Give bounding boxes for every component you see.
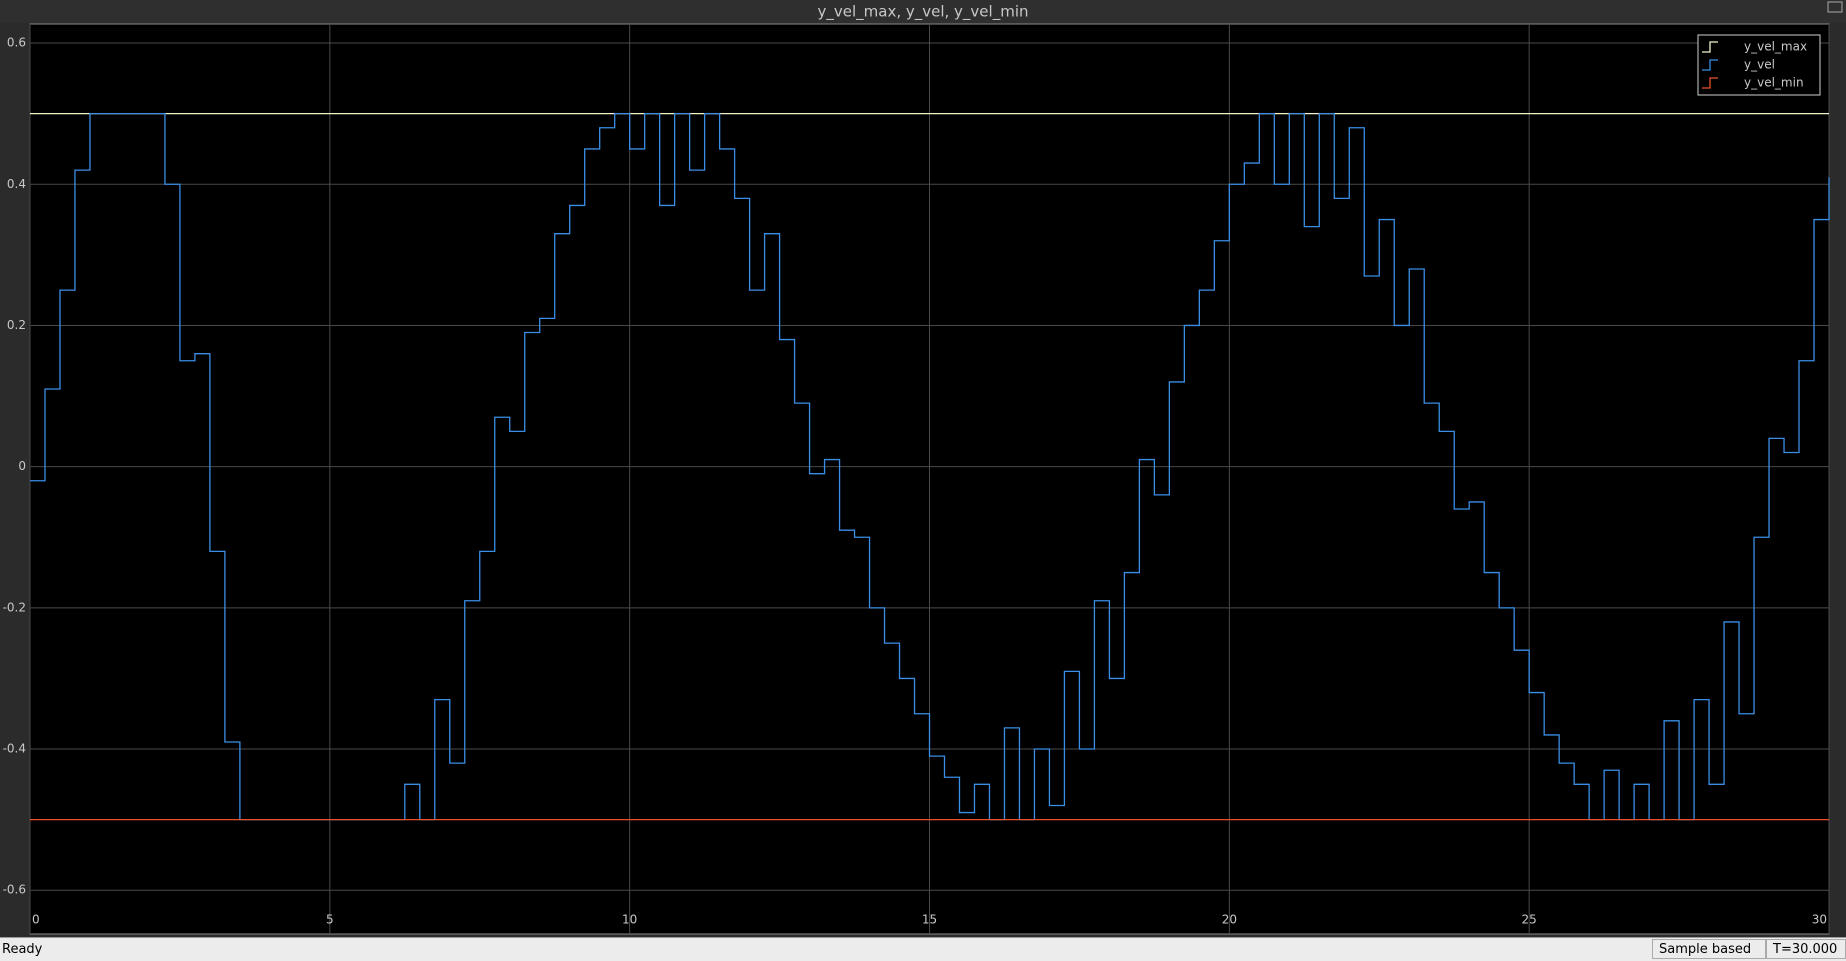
scope-window: y_vel_max, y_vel, y_vel_min -0.6 -0.4 -0.2… xyxy=(0,0,1846,935)
status-bar: Ready Sample based T=30.000 xyxy=(0,937,1846,961)
mode-indicator: Sample based xyxy=(1652,939,1766,959)
x-tick-label: 20 xyxy=(1222,913,1237,927)
legend-swatch xyxy=(1702,41,1718,53)
y-tick-label: -0.4 xyxy=(3,742,26,756)
time-indicator: T=30.000 xyxy=(1766,939,1846,959)
title-bar xyxy=(0,0,1846,23)
legend-swatch xyxy=(1702,59,1718,71)
legend-label: y_vel_max xyxy=(1744,40,1807,54)
y-tick-label: 0.6 xyxy=(7,36,26,50)
series-line xyxy=(30,113,1830,821)
y-tick-label: 0.4 xyxy=(7,177,26,191)
legend-box xyxy=(1697,34,1821,96)
y-tick-label: 0.2 xyxy=(7,318,26,332)
x-tick-label: 25 xyxy=(1522,913,1537,927)
x-tick-label: 15 xyxy=(922,913,937,927)
y-tick-label: 0 xyxy=(18,459,26,473)
x-tick-label: 0 xyxy=(32,913,40,927)
undock-button[interactable] xyxy=(1827,1,1843,13)
legend-label: y_vel_min xyxy=(1744,76,1804,90)
window-title: y_vel_max, y_vel, y_vel_min xyxy=(818,3,1029,22)
legend-label: y_vel xyxy=(1744,58,1775,72)
y-tick-label: -0.2 xyxy=(3,600,26,614)
x-tick-label: 10 xyxy=(622,913,637,927)
x-tick-label: 30 xyxy=(1812,913,1827,927)
y-tick-label: -0.6 xyxy=(3,883,26,897)
x-tick-label: 5 xyxy=(326,913,334,927)
legend-swatch xyxy=(1702,77,1718,89)
status-text: Ready xyxy=(2,942,43,957)
